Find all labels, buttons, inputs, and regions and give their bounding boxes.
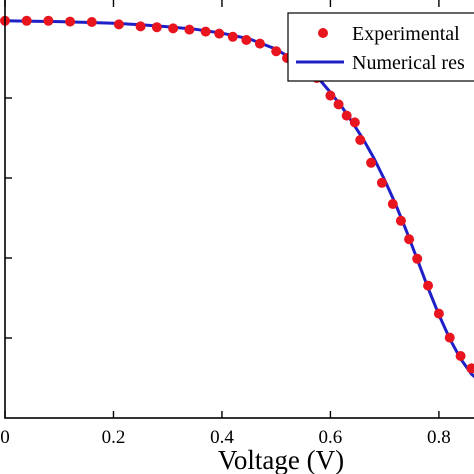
data-point-experimental <box>65 16 76 27</box>
data-point-experimental <box>349 117 360 128</box>
series-line-numerical <box>4 19 474 379</box>
data-point-experimental <box>412 253 423 264</box>
data-point-experimental <box>466 363 474 374</box>
data-point-experimental <box>86 17 97 27</box>
x-tick-label: 0.4 <box>210 427 234 448</box>
x-tick-label: 0.6 <box>319 427 343 448</box>
data-point-experimental <box>184 24 195 35</box>
data-point-experimental <box>113 19 124 30</box>
legend-label-experimental: Experimental <box>352 23 460 45</box>
x-tick-label: 0.2 <box>102 427 126 448</box>
data-point-experimental <box>254 38 265 49</box>
data-point-experimental <box>227 31 238 42</box>
data-point-experimental <box>214 28 225 39</box>
data-point-experimental <box>135 21 146 32</box>
plot-frame <box>4 0 474 419</box>
data-point-experimental <box>433 308 444 319</box>
x-tick-label: 0.8 <box>427 427 451 448</box>
plot-area <box>0 15 474 379</box>
data-point-experimental <box>387 199 398 209</box>
x-axis-title: Voltage (V) <box>218 445 344 474</box>
legend-marker-experimental <box>318 28 328 38</box>
data-point-experimental <box>404 234 415 245</box>
data-point-experimental <box>241 35 252 45</box>
legend-box <box>287 12 474 82</box>
data-point-experimental <box>455 351 466 361</box>
data-point-experimental <box>325 90 336 101</box>
data-point-experimental <box>200 26 211 37</box>
data-point-experimental <box>376 177 387 188</box>
data-point-experimental <box>355 135 366 145</box>
x-tick-label: 0 <box>0 427 10 448</box>
legend: Experimental Numerical res <box>287 12 474 82</box>
data-point-experimental <box>423 280 434 291</box>
data-point-experimental <box>271 46 282 57</box>
data-point-experimental <box>21 15 32 26</box>
data-point-experimental <box>366 157 377 168</box>
data-point-experimental <box>444 332 455 343</box>
data-point-experimental <box>151 22 162 33</box>
data-point-experimental <box>395 215 406 226</box>
data-point-experimental <box>43 15 54 26</box>
legend-label-numerical: Numerical res <box>352 52 465 74</box>
axis-ticks: 0 0.2 0.4 0.6 0.8 <box>0 0 451 448</box>
data-point-experimental <box>341 110 352 121</box>
data-point-experimental <box>333 99 344 110</box>
data-point-experimental <box>168 23 179 34</box>
